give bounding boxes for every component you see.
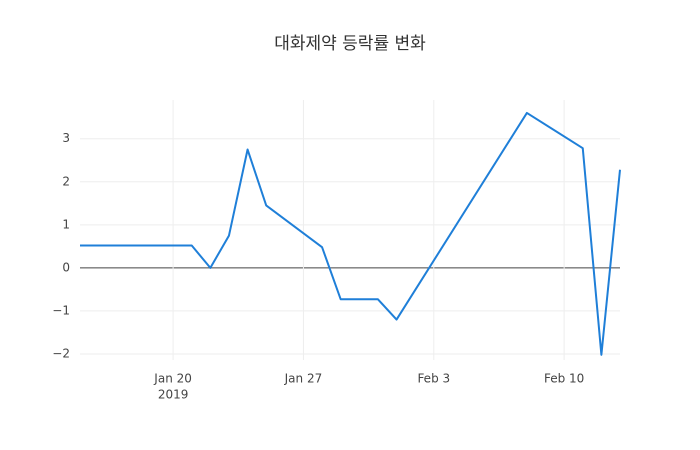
- chart-title: 대화제약 등락률 변화: [274, 34, 426, 54]
- x-tick-year: 2019: [158, 388, 189, 402]
- y-tick-label: 2: [62, 174, 70, 188]
- data-line: [80, 111, 621, 356]
- y-tick-label: −1: [52, 303, 70, 317]
- y-tick-label: 3: [62, 131, 70, 145]
- x-tick-label: Jan 27: [284, 372, 323, 386]
- x-tick-label: Feb 10: [544, 372, 584, 386]
- y-tick-label: 0: [62, 260, 70, 274]
- x-tick-label: Feb 3: [417, 372, 450, 386]
- y-tick-label: −2: [52, 346, 70, 360]
- y-tick-label: 1: [62, 217, 70, 231]
- x-tick-label: Jan 20: [153, 372, 192, 386]
